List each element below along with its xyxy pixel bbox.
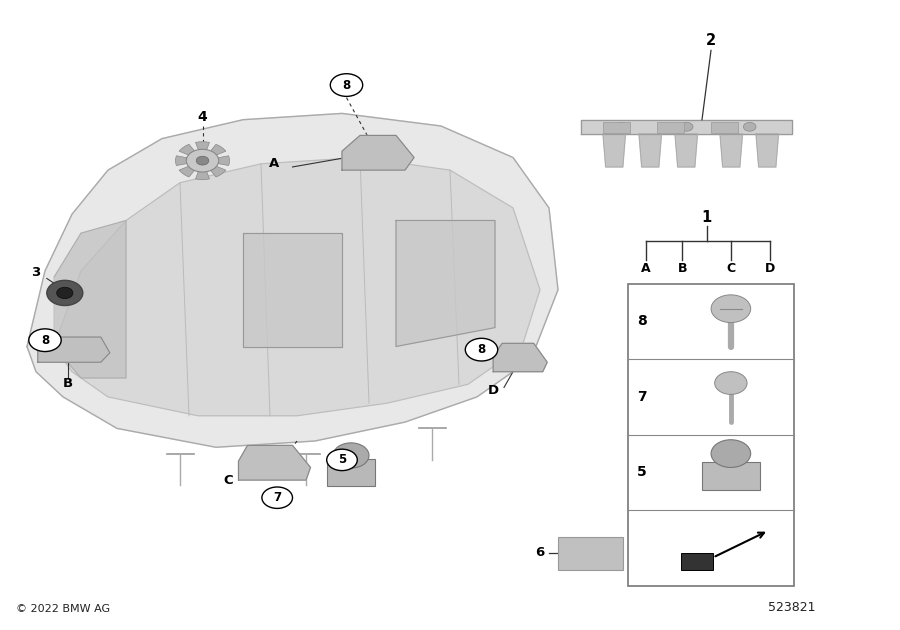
Wedge shape: [179, 161, 203, 177]
Bar: [681, 553, 713, 570]
Polygon shape: [54, 220, 126, 378]
Circle shape: [615, 122, 627, 131]
Circle shape: [196, 156, 209, 165]
Polygon shape: [238, 445, 310, 480]
Text: C: C: [223, 474, 232, 486]
Text: © 2022 BMW AG: © 2022 BMW AG: [16, 604, 111, 614]
Text: 8: 8: [342, 79, 351, 91]
Polygon shape: [342, 135, 414, 170]
Circle shape: [330, 74, 363, 96]
Polygon shape: [493, 343, 547, 372]
Circle shape: [47, 280, 83, 306]
Circle shape: [743, 122, 756, 131]
Text: 523821: 523821: [769, 601, 815, 614]
FancyBboxPatch shape: [628, 284, 794, 586]
Wedge shape: [195, 161, 210, 180]
FancyBboxPatch shape: [327, 459, 375, 486]
FancyBboxPatch shape: [711, 122, 738, 133]
Wedge shape: [195, 142, 210, 161]
Circle shape: [186, 149, 219, 172]
Text: A: A: [269, 158, 280, 170]
Text: 8: 8: [637, 314, 646, 328]
Text: 5: 5: [338, 454, 346, 466]
Text: D: D: [488, 384, 499, 397]
Text: 8: 8: [477, 343, 486, 356]
Polygon shape: [720, 134, 742, 167]
Circle shape: [715, 372, 747, 394]
Text: 5: 5: [637, 466, 646, 479]
Polygon shape: [396, 220, 495, 347]
Circle shape: [29, 329, 61, 352]
Wedge shape: [176, 156, 202, 166]
Wedge shape: [179, 144, 203, 161]
Circle shape: [262, 487, 292, 508]
Circle shape: [333, 443, 369, 468]
Polygon shape: [756, 134, 778, 167]
Circle shape: [711, 295, 751, 323]
Polygon shape: [639, 134, 662, 167]
Text: 7: 7: [637, 390, 646, 404]
Text: 7: 7: [273, 491, 282, 504]
Text: A: A: [642, 262, 651, 275]
Circle shape: [680, 122, 693, 131]
Text: 6: 6: [536, 546, 544, 559]
FancyBboxPatch shape: [702, 462, 760, 490]
Text: 3: 3: [32, 266, 40, 279]
Circle shape: [711, 440, 751, 467]
Polygon shape: [603, 134, 625, 167]
FancyBboxPatch shape: [657, 122, 684, 133]
Wedge shape: [202, 161, 226, 177]
Polygon shape: [54, 158, 540, 416]
Text: 2: 2: [706, 33, 716, 49]
Text: D: D: [764, 262, 775, 275]
Circle shape: [465, 338, 498, 361]
Polygon shape: [243, 233, 342, 346]
Polygon shape: [27, 113, 558, 447]
Circle shape: [327, 449, 357, 471]
Text: B: B: [678, 262, 687, 275]
Text: B: B: [62, 377, 73, 389]
Text: 8: 8: [40, 334, 50, 347]
FancyBboxPatch shape: [603, 122, 630, 133]
Polygon shape: [580, 120, 792, 134]
Circle shape: [57, 287, 73, 299]
FancyBboxPatch shape: [558, 537, 623, 570]
Polygon shape: [38, 337, 110, 362]
Text: 1: 1: [701, 210, 712, 226]
Wedge shape: [202, 156, 230, 166]
Polygon shape: [675, 134, 698, 167]
Text: C: C: [726, 262, 735, 275]
Text: 4: 4: [198, 110, 207, 123]
Wedge shape: [202, 144, 226, 161]
